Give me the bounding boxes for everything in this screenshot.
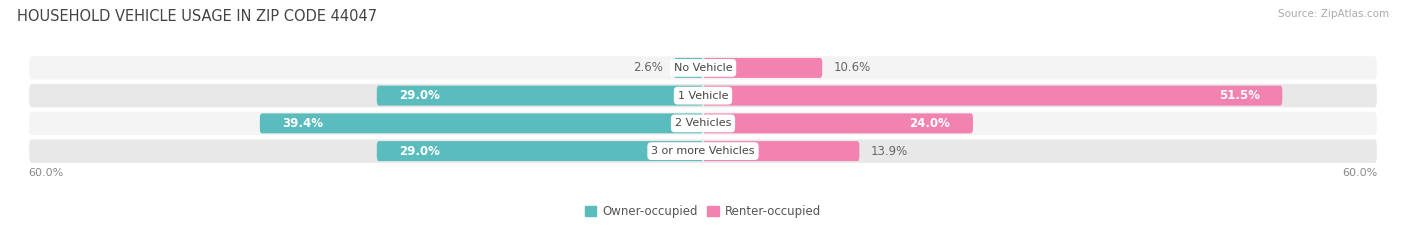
FancyBboxPatch shape	[703, 58, 823, 78]
Text: No Vehicle: No Vehicle	[673, 63, 733, 73]
Text: 29.0%: 29.0%	[399, 145, 440, 158]
Text: 2 Vehicles: 2 Vehicles	[675, 118, 731, 128]
FancyBboxPatch shape	[377, 141, 703, 161]
FancyBboxPatch shape	[703, 86, 1282, 106]
FancyBboxPatch shape	[28, 83, 1378, 108]
FancyBboxPatch shape	[673, 58, 703, 78]
Legend: Owner-occupied, Renter-occupied: Owner-occupied, Renter-occupied	[579, 200, 827, 223]
Text: Source: ZipAtlas.com: Source: ZipAtlas.com	[1278, 9, 1389, 19]
Text: 39.4%: 39.4%	[283, 117, 323, 130]
Text: 3 or more Vehicles: 3 or more Vehicles	[651, 146, 755, 156]
FancyBboxPatch shape	[28, 111, 1378, 136]
Text: 51.5%: 51.5%	[1219, 89, 1260, 102]
FancyBboxPatch shape	[28, 55, 1378, 81]
FancyBboxPatch shape	[260, 113, 703, 133]
FancyBboxPatch shape	[703, 141, 859, 161]
Text: 29.0%: 29.0%	[399, 89, 440, 102]
Text: 24.0%: 24.0%	[910, 117, 950, 130]
Text: 2.6%: 2.6%	[633, 62, 662, 74]
FancyBboxPatch shape	[377, 86, 703, 106]
Text: 1 Vehicle: 1 Vehicle	[678, 91, 728, 101]
Text: 60.0%: 60.0%	[28, 168, 63, 178]
Text: 13.9%: 13.9%	[870, 145, 908, 158]
Text: 10.6%: 10.6%	[834, 62, 870, 74]
Text: HOUSEHOLD VEHICLE USAGE IN ZIP CODE 44047: HOUSEHOLD VEHICLE USAGE IN ZIP CODE 4404…	[17, 9, 377, 24]
FancyBboxPatch shape	[28, 138, 1378, 164]
Text: 60.0%: 60.0%	[1343, 168, 1378, 178]
FancyBboxPatch shape	[703, 113, 973, 133]
